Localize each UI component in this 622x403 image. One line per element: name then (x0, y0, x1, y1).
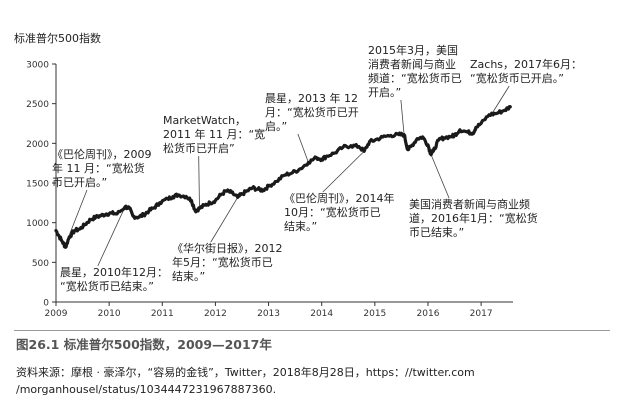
figure-source: 资料来源：摩根 · 豪泽尔，“容易的金钱”，Twitter，2018年8月28日… (16, 366, 475, 396)
x-tick-label: 2015 (363, 309, 386, 319)
x-tick-label: 2016 (417, 309, 440, 319)
annotation-wsj-2012: 《华尔街日报》，2012 年5月：“宽松货币已 结束。” (172, 242, 283, 283)
annotation-pointer (430, 153, 450, 199)
figure-caption: 图26.1 标准普尔500指数，2009—2017年 (16, 337, 272, 352)
x-tick-label: 2011 (151, 309, 174, 319)
x-tick-label: 2013 (257, 309, 280, 319)
annotation-pointer (491, 85, 510, 115)
annotation-barrons-2009: 《巴伦周刊》，2009 年 11 月：“宽松货 币已开启。” (52, 148, 152, 189)
chart-title: 标准普尔500指数 (14, 32, 101, 45)
annotation-cnbc-2015: 2015年3月，美国 消费者新闻与商业 频道：“宽松货币已 开启。” (368, 44, 462, 99)
annotation-morningstar-2013: 晨星，2013 年 12 月：“宽松货币已开 启。” (265, 92, 359, 133)
annotation-pointer (198, 155, 200, 209)
y-tick-label: 3000 (26, 61, 49, 71)
x-tick-label: 2012 (204, 309, 227, 319)
annotation-zachs-2017: Zachs，2017年6月： “宽松货币已开启。” (470, 58, 583, 85)
y-tick-label: 500 (32, 259, 49, 269)
annotation-pointer (67, 189, 88, 238)
x-tick-label: 2017 (470, 309, 493, 319)
annotation-marketwatch-2011: MarketWatch， 2011 年 11 月：“宽 松货币已开启” (163, 114, 266, 155)
x-tick-label: 2010 (98, 309, 121, 319)
chart-ticks: 0 500 1000 1500 2000 2500 3000 2009 2010 2011 2012… (26, 61, 492, 320)
annotation-pointers (67, 85, 510, 267)
chart-area: 0 500 1000 1500 2000 2500 3000 2009 2010 2011 2012… (26, 61, 513, 320)
annotation-morningstar-2010: 晨星，2010年12月： “宽松货币已结束。” (60, 266, 168, 293)
y-tick-label: 2500 (26, 100, 49, 110)
x-tick-label: 2014 (310, 309, 333, 319)
annotation-pointer (297, 133, 309, 163)
x-tick-label: 2009 (45, 309, 68, 319)
annotation-pointer (210, 197, 239, 243)
annotation-barrons-2014: 《巴伦周刊》，2014年 10月：“宽松货币已 结束。” (284, 192, 395, 233)
y-tick-label: 0 (43, 299, 49, 309)
y-tick-label: 2000 (26, 140, 49, 150)
annotation-pointer (400, 99, 405, 135)
sp500-series-line (54, 105, 512, 249)
y-tick-label: 1000 (26, 219, 49, 229)
caption-divider (14, 330, 610, 331)
y-tick-label: 1500 (26, 180, 49, 190)
annotation-cnbc-2016: 美国消费者新闻与商业频 道，2016年1月：“宽松货 币已结束。” (409, 198, 538, 239)
annotation-pointer (97, 206, 126, 267)
annotation-pointer (322, 150, 365, 193)
